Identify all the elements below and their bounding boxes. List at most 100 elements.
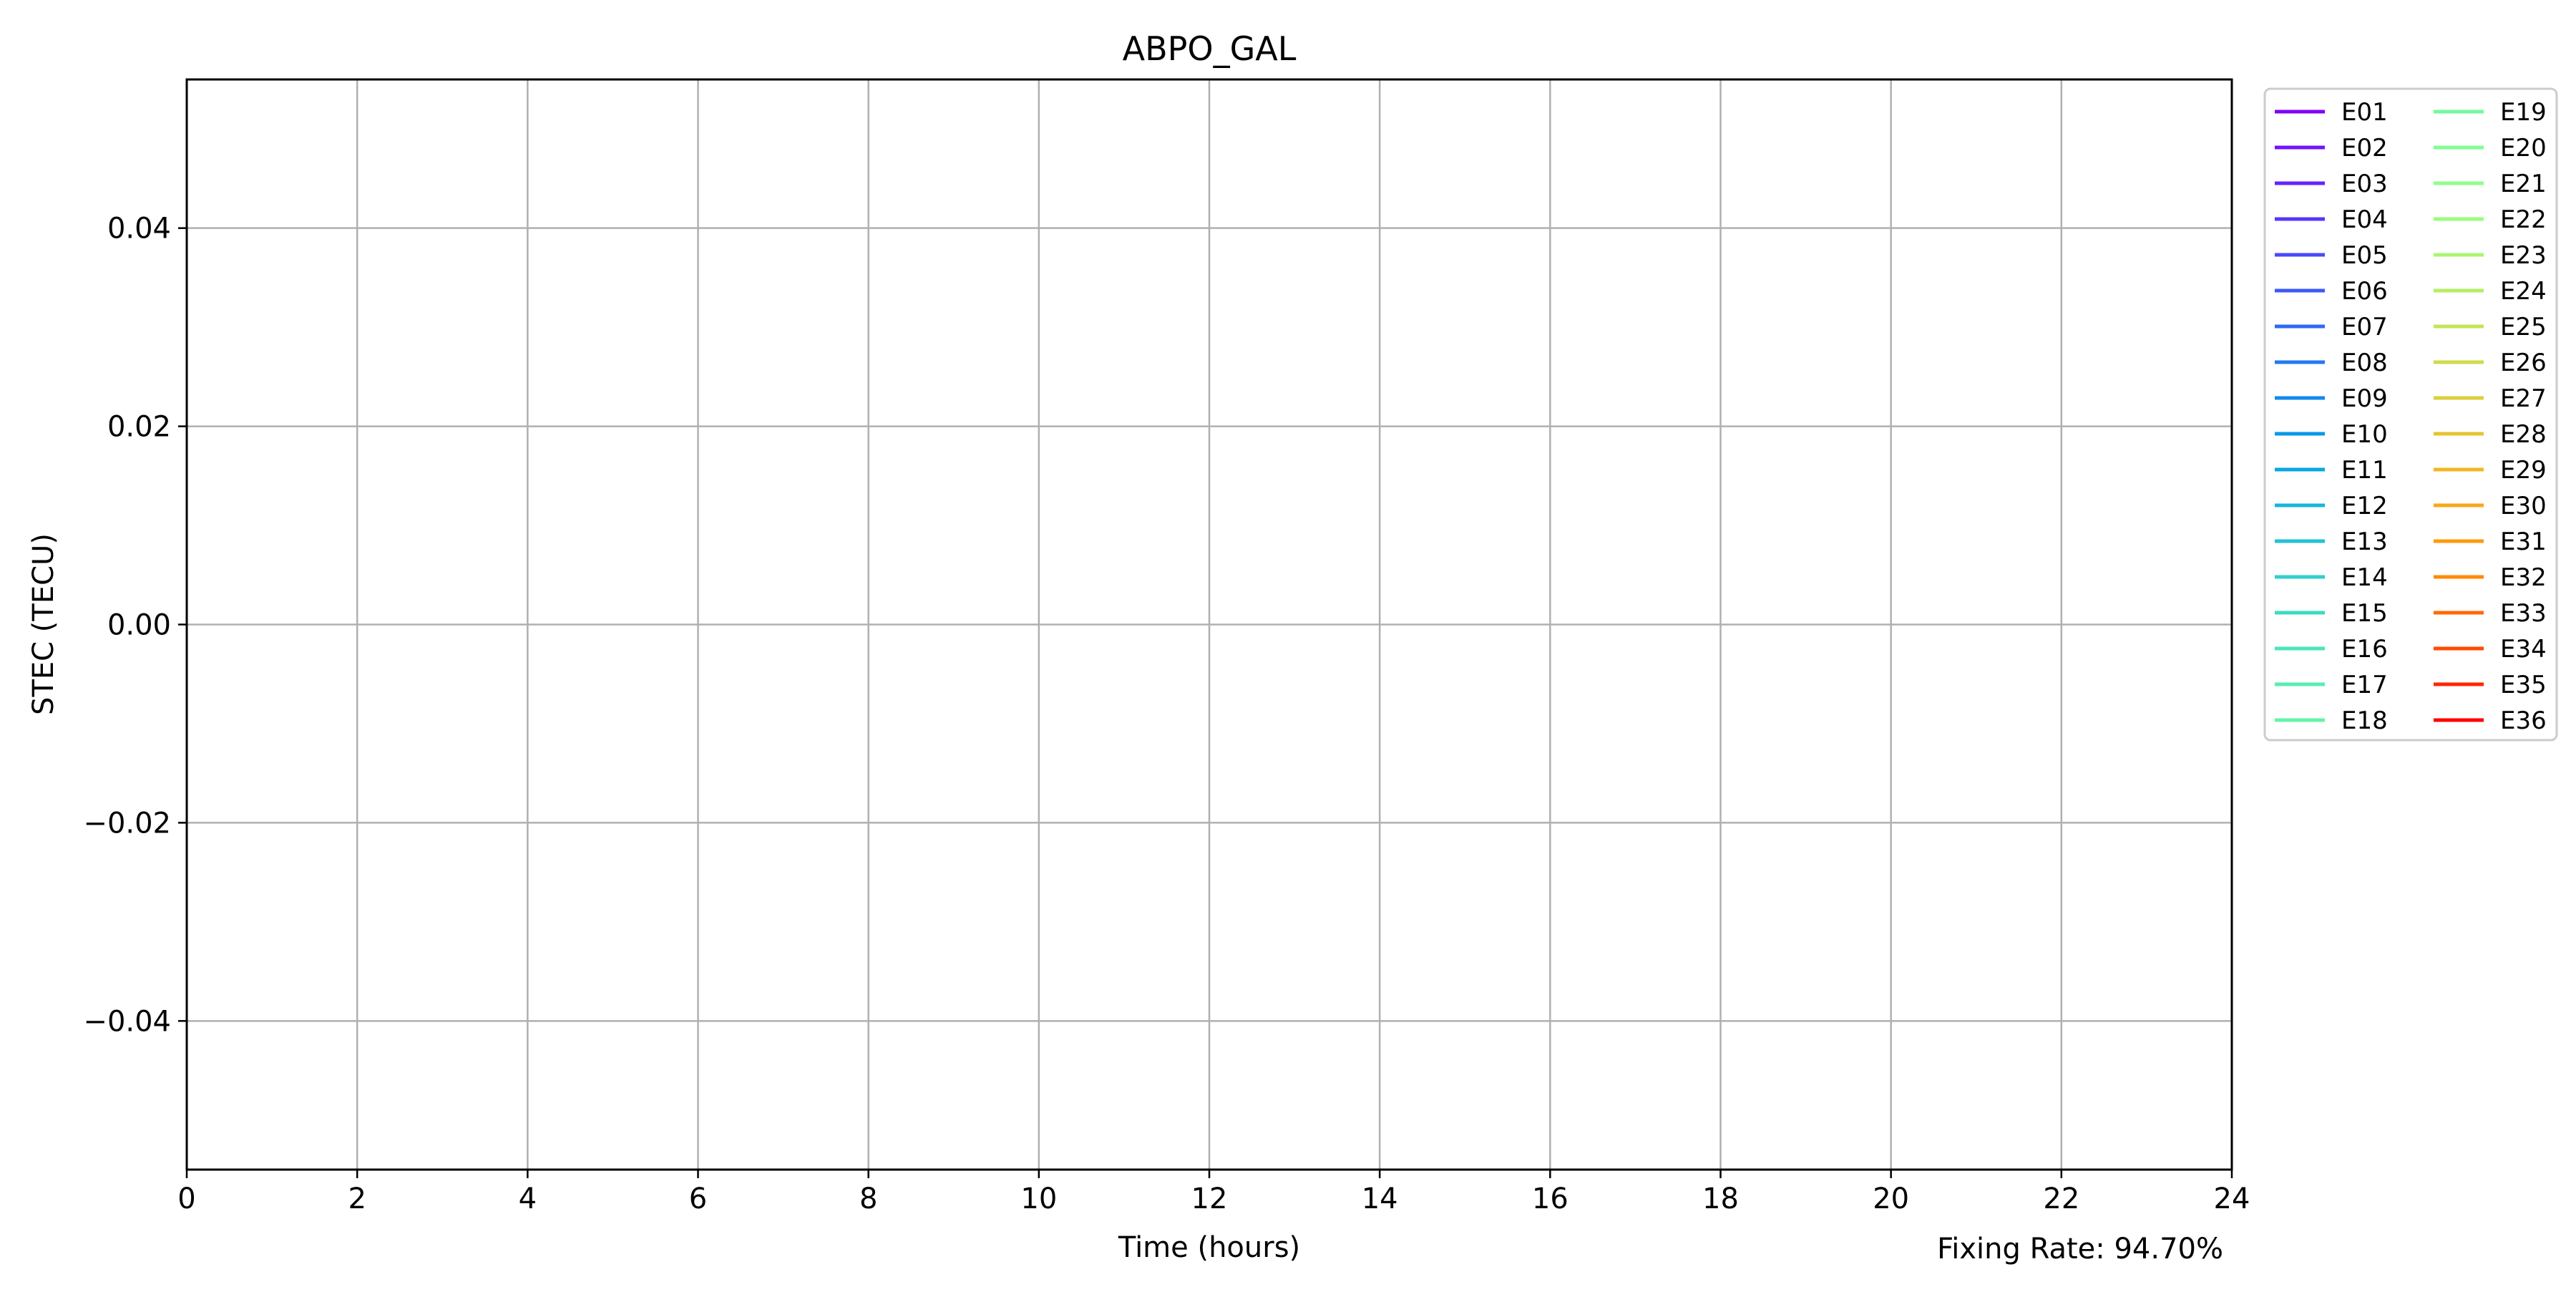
- legend-item-e22: E22: [2434, 205, 2547, 234]
- x-tick-label: 20: [1873, 1182, 1909, 1215]
- legend-label: E12: [2341, 492, 2388, 520]
- legend-label: E15: [2341, 599, 2388, 628]
- legend-item-e32: E32: [2434, 563, 2547, 592]
- legend-item-e02: E02: [2275, 134, 2388, 162]
- chart-title: ABPO_GAL: [1123, 29, 1297, 68]
- x-tick-label: 24: [2214, 1182, 2250, 1215]
- legend-item-e26: E26: [2434, 349, 2547, 377]
- legend-label: E05: [2341, 241, 2388, 270]
- legend-item-e20: E20: [2434, 134, 2547, 162]
- legend-item-e35: E35: [2434, 671, 2547, 699]
- legend-label: E28: [2500, 420, 2547, 449]
- legend-item-e31: E31: [2434, 528, 2547, 556]
- y-tick-label: −0.04: [83, 1005, 171, 1038]
- legend-label: E11: [2341, 456, 2388, 485]
- legend-item-e34: E34: [2434, 635, 2547, 664]
- legend-item-e14: E14: [2275, 563, 2388, 592]
- legend-label: E06: [2341, 277, 2388, 306]
- legend-item-e08: E08: [2275, 349, 2388, 377]
- legend-label: E31: [2500, 528, 2547, 556]
- legend-label: E26: [2500, 349, 2547, 377]
- legend-label: E07: [2341, 313, 2388, 341]
- legend-label: E10: [2341, 420, 2388, 449]
- x-tick-label: 22: [2043, 1182, 2079, 1215]
- legend-label: E21: [2500, 170, 2547, 198]
- legend-item-e10: E10: [2275, 420, 2388, 449]
- legend-label: E02: [2341, 134, 2388, 162]
- legend-label: E36: [2500, 706, 2547, 735]
- legend-item-e23: E23: [2434, 241, 2547, 270]
- legend-item-e18: E18: [2275, 706, 2388, 735]
- legend-item-e11: E11: [2275, 456, 2388, 485]
- legend-item-e09: E09: [2275, 384, 2388, 413]
- legend-label: E29: [2500, 456, 2547, 485]
- legend-label: E08: [2341, 349, 2388, 377]
- legend-item-e30: E30: [2434, 492, 2547, 520]
- legend-label: E35: [2500, 671, 2547, 699]
- legend-label: E03: [2341, 170, 2388, 198]
- y-tick-label: −0.02: [83, 807, 171, 840]
- legend-item-e21: E21: [2434, 170, 2547, 198]
- legend-item-e28: E28: [2434, 420, 2547, 449]
- legend-label: E30: [2500, 492, 2547, 520]
- legend-item-e19: E19: [2434, 98, 2547, 127]
- legend-entries: E01 E02 E03 E04 E05 E06 E07 E08 E09 E10 E11 E12 E13 E…: [2275, 98, 2547, 735]
- legend-item-e17: E17: [2275, 671, 2388, 699]
- legend-item-e27: E27: [2434, 384, 2547, 413]
- fixing-rate-annotation: Fixing Rate: 94.70%: [1937, 1233, 2223, 1266]
- x-tick-label: 8: [859, 1182, 877, 1215]
- y-tick-label: 0.00: [107, 609, 171, 642]
- legend-label: E01: [2341, 98, 2388, 127]
- x-tick-label: 16: [1532, 1182, 1568, 1215]
- legend-label: E32: [2500, 563, 2547, 592]
- legend-label: E19: [2500, 98, 2547, 127]
- legend-item-e01: E01: [2275, 98, 2388, 127]
- legend-label: E13: [2341, 528, 2388, 556]
- x-axis-label: Time (hours): [1118, 1231, 1300, 1264]
- x-tick-label: 6: [689, 1182, 707, 1215]
- legend-label: E04: [2341, 205, 2388, 234]
- legend-label: E25: [2500, 313, 2547, 341]
- legend-item-e13: E13: [2275, 528, 2388, 556]
- x-tick-label: 18: [1702, 1182, 1739, 1215]
- legend-label: E23: [2500, 241, 2547, 270]
- legend-item-e04: E04: [2275, 205, 2388, 234]
- legend-item-e05: E05: [2275, 241, 2388, 270]
- legend-item-e03: E03: [2275, 170, 2388, 198]
- legend-item-e25: E25: [2434, 313, 2547, 341]
- legend-item-e24: E24: [2434, 277, 2547, 306]
- legend-label: E22: [2500, 205, 2547, 234]
- legend-label: E27: [2500, 384, 2547, 413]
- x-tick-label: 0: [177, 1182, 195, 1215]
- legend-item-e29: E29: [2434, 456, 2547, 485]
- x-tick-label: 10: [1020, 1182, 1057, 1215]
- legend-label: E20: [2500, 134, 2547, 162]
- x-tick-label: 12: [1191, 1182, 1228, 1215]
- legend-label: E33: [2500, 599, 2547, 628]
- legend-label: E18: [2341, 706, 2388, 735]
- legend-item-e33: E33: [2434, 599, 2547, 628]
- legend-item-e16: E16: [2275, 635, 2388, 664]
- legend-label: E24: [2500, 277, 2547, 306]
- legend-item-e12: E12: [2275, 492, 2388, 520]
- legend-item-e36: E36: [2434, 706, 2547, 735]
- legend-item-e07: E07: [2275, 313, 2388, 341]
- legend: E01 E02 E03 E04 E05 E06 E07 E08 E09 E10 E11 E12 E13 E…: [2263, 87, 2558, 742]
- y-axis-label: STEC (TECU): [27, 533, 60, 715]
- legend-label: E09: [2341, 384, 2388, 413]
- x-tick-label: 2: [348, 1182, 366, 1215]
- legend-label: E17: [2341, 671, 2388, 699]
- axis-ticks: 0 2 4 6 8 10 12 14 16 18 20 22 240.040.020.00−0.02−0…: [83, 213, 2250, 1215]
- legend-item-e06: E06: [2275, 277, 2388, 306]
- x-tick-label: 4: [519, 1182, 537, 1215]
- y-tick-label: 0.02: [107, 411, 171, 444]
- legend-label: E34: [2500, 635, 2547, 664]
- legend-label: E14: [2341, 563, 2388, 592]
- legend-label: E16: [2341, 635, 2388, 664]
- x-tick-label: 14: [1362, 1182, 1398, 1215]
- y-tick-label: 0.04: [107, 213, 171, 246]
- legend-item-e15: E15: [2275, 599, 2388, 628]
